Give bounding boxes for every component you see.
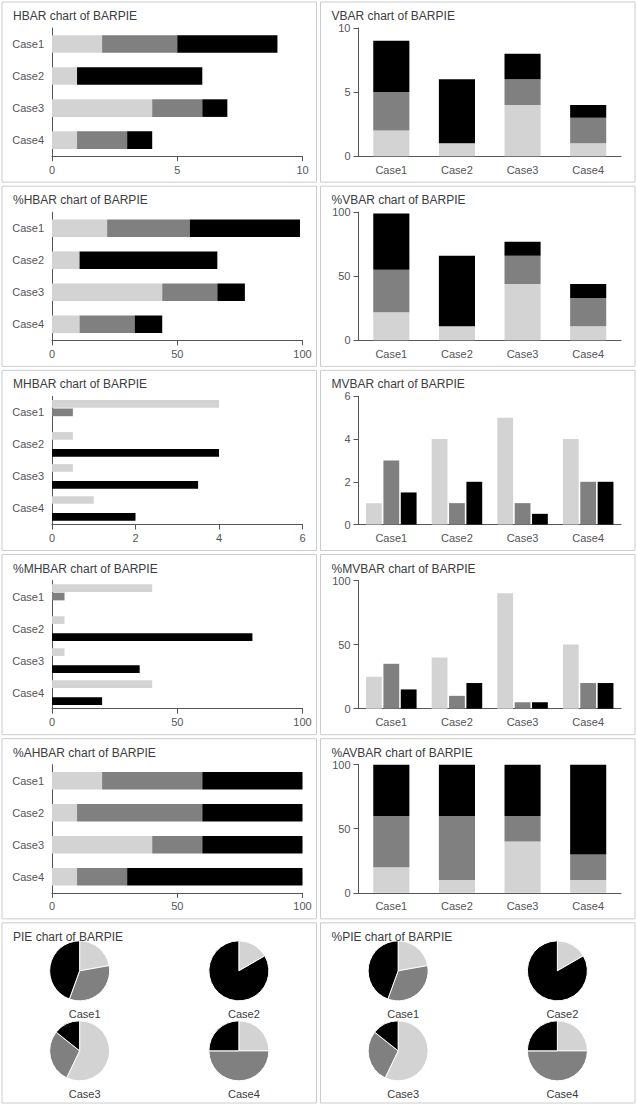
svg-text:10: 10 xyxy=(296,164,308,176)
svg-text:Case1: Case1 xyxy=(12,222,44,234)
svg-text:Case4: Case4 xyxy=(228,1088,260,1100)
svg-text:Case3: Case3 xyxy=(387,1088,419,1100)
svg-text:0: 0 xyxy=(344,334,350,346)
svg-text:0: 0 xyxy=(344,887,350,899)
svg-text:Case1: Case1 xyxy=(375,348,407,360)
svg-text:Case4: Case4 xyxy=(546,1088,578,1100)
svg-text:Case1: Case1 xyxy=(375,900,407,912)
svg-text:Case2: Case2 xyxy=(12,807,44,819)
svg-text:2: 2 xyxy=(344,476,350,488)
svg-text:0: 0 xyxy=(49,900,55,912)
svg-text:VBAR chart of BARPIE: VBAR chart of BARPIE xyxy=(332,9,455,23)
svg-text:50: 50 xyxy=(171,900,183,912)
svg-text:5: 5 xyxy=(344,86,350,98)
svg-text:PIE chart of BARPIE: PIE chart of BARPIE xyxy=(13,930,123,944)
svg-text:2: 2 xyxy=(132,532,138,544)
svg-text:Case3: Case3 xyxy=(69,1088,101,1100)
svg-text:%MHBAR chart of BARPIE: %MHBAR chart of BARPIE xyxy=(13,562,158,576)
svg-text:Case4: Case4 xyxy=(12,871,44,883)
svg-text:100: 100 xyxy=(293,716,311,728)
svg-text:50: 50 xyxy=(171,348,183,360)
svg-text:Case3: Case3 xyxy=(507,348,539,360)
svg-text:Case1: Case1 xyxy=(375,716,407,728)
svg-text:Case1: Case1 xyxy=(12,406,44,418)
svg-text:Case1: Case1 xyxy=(12,775,44,787)
svg-text:Case2: Case2 xyxy=(12,70,44,82)
svg-text:50: 50 xyxy=(171,716,183,728)
svg-text:%VBAR chart of BARPIE: %VBAR chart of BARPIE xyxy=(332,193,466,207)
svg-text:Case2: Case2 xyxy=(441,900,473,912)
svg-text:Case3: Case3 xyxy=(507,900,539,912)
svg-text:Case1: Case1 xyxy=(12,591,44,603)
svg-text:0: 0 xyxy=(49,532,55,544)
svg-text:Case3: Case3 xyxy=(12,286,44,298)
svg-text:Case2: Case2 xyxy=(441,164,473,176)
svg-text:0: 0 xyxy=(49,716,55,728)
svg-text:5: 5 xyxy=(174,164,180,176)
svg-text:4: 4 xyxy=(344,433,350,445)
svg-text:100: 100 xyxy=(332,759,350,771)
svg-text:Case2: Case2 xyxy=(546,1008,578,1020)
svg-text:50: 50 xyxy=(338,270,350,282)
svg-text:Case3: Case3 xyxy=(12,839,44,851)
svg-text:Case3: Case3 xyxy=(12,470,44,482)
svg-text:Case4: Case4 xyxy=(572,348,604,360)
svg-text:4: 4 xyxy=(216,532,222,544)
svg-text:Case2: Case2 xyxy=(441,348,473,360)
svg-text:Case4: Case4 xyxy=(12,687,44,699)
svg-text:0: 0 xyxy=(344,519,350,531)
svg-text:Case2: Case2 xyxy=(12,254,44,266)
svg-text:100: 100 xyxy=(293,900,311,912)
svg-text:Case2: Case2 xyxy=(12,623,44,635)
svg-text:Case2: Case2 xyxy=(228,1008,260,1020)
svg-text:Case4: Case4 xyxy=(572,716,604,728)
svg-text:MVBAR chart of BARPIE: MVBAR chart of BARPIE xyxy=(332,377,465,391)
svg-text:Case1: Case1 xyxy=(69,1008,101,1020)
svg-text:Case4: Case4 xyxy=(572,532,604,544)
svg-text:MHBAR chart of BARPIE: MHBAR chart of BARPIE xyxy=(13,377,147,391)
svg-text:100: 100 xyxy=(332,206,350,218)
svg-text:Case1: Case1 xyxy=(387,1008,419,1020)
svg-text:0: 0 xyxy=(344,150,350,162)
svg-text:Case4: Case4 xyxy=(12,318,44,330)
svg-text:100: 100 xyxy=(332,575,350,587)
svg-text:%AVBAR chart of BARPIE: %AVBAR chart of BARPIE xyxy=(332,746,473,760)
svg-text:Case1: Case1 xyxy=(375,164,407,176)
svg-text:Case1: Case1 xyxy=(375,532,407,544)
svg-text:Case4: Case4 xyxy=(12,502,44,514)
svg-text:HBAR chart of BARPIE: HBAR chart of BARPIE xyxy=(13,9,137,23)
svg-text:%HBAR chart of BARPIE: %HBAR chart of BARPIE xyxy=(13,193,148,207)
svg-text:Case2: Case2 xyxy=(12,438,44,450)
svg-text:0: 0 xyxy=(344,703,350,715)
svg-text:10: 10 xyxy=(338,22,350,34)
svg-text:6: 6 xyxy=(344,390,350,402)
svg-text:%AHBAR chart of BARPIE: %AHBAR chart of BARPIE xyxy=(13,746,156,760)
svg-text:Case4: Case4 xyxy=(572,900,604,912)
svg-text:0: 0 xyxy=(49,164,55,176)
svg-text:Case4: Case4 xyxy=(12,134,44,146)
svg-text:Case4: Case4 xyxy=(572,164,604,176)
svg-text:Case1: Case1 xyxy=(12,38,44,50)
svg-text:Case2: Case2 xyxy=(441,716,473,728)
svg-text:Case2: Case2 xyxy=(441,532,473,544)
svg-text:Case3: Case3 xyxy=(12,655,44,667)
svg-text:Case3: Case3 xyxy=(507,716,539,728)
svg-text:50: 50 xyxy=(338,639,350,651)
svg-text:Case3: Case3 xyxy=(12,102,44,114)
svg-text:50: 50 xyxy=(338,823,350,835)
svg-text:%PIE chart of BARPIE: %PIE chart of BARPIE xyxy=(332,930,453,944)
svg-text:0: 0 xyxy=(49,348,55,360)
svg-text:Case3: Case3 xyxy=(507,532,539,544)
svg-text:%MVBAR chart of BARPIE: %MVBAR chart of BARPIE xyxy=(332,562,476,576)
svg-text:Case3: Case3 xyxy=(507,164,539,176)
svg-text:100: 100 xyxy=(293,348,311,360)
svg-text:6: 6 xyxy=(299,532,305,544)
